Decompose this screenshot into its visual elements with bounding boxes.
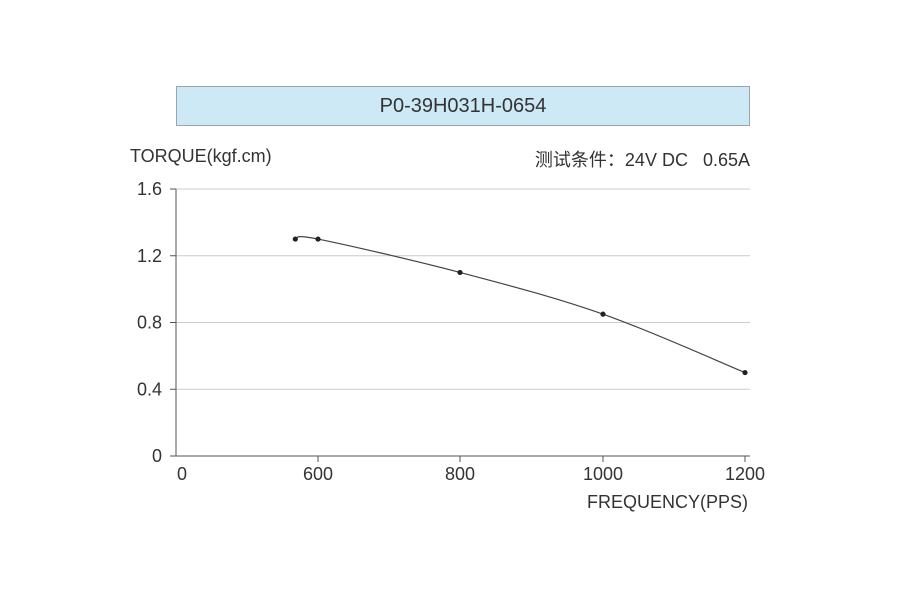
data-point — [315, 236, 321, 242]
x-axis-label: FREQUENCY(PPS) — [586, 492, 748, 512]
y-tick-label: 0.4 — [137, 379, 162, 399]
grid-lines — [176, 188, 750, 390]
x-tick-labels: 0 600 800 1000 1200 — [177, 456, 765, 484]
x-tick-label: 0 — [177, 464, 187, 484]
data-point — [742, 369, 748, 376]
x-tick-label: 1000 — [583, 464, 623, 484]
test-conditions: 测试条件：24V DC 0.65A — [534, 150, 750, 170]
series-line — [295, 236, 746, 374]
y-tick-label: 0.8 — [137, 313, 162, 333]
chart-title: P0-39H031H-0654 — [176, 86, 750, 126]
y-tick-labels: 0 0.4 0.8 1.2 1.6 — [137, 179, 176, 466]
data-points — [292, 236, 748, 376]
data-point — [600, 311, 606, 317]
y-axis-label: TORQUE(kgf.cm) — [130, 146, 272, 166]
y-tick-label: 0 — [152, 446, 162, 466]
x-tick-label: 1200 — [725, 464, 765, 484]
data-point — [292, 236, 298, 242]
x-tick-label: 600 — [303, 464, 333, 484]
y-tick-label: 1.2 — [137, 246, 162, 266]
y-tick-label: 1.6 — [137, 179, 162, 199]
data-point — [457, 269, 463, 276]
x-tick-label: 800 — [445, 464, 475, 484]
